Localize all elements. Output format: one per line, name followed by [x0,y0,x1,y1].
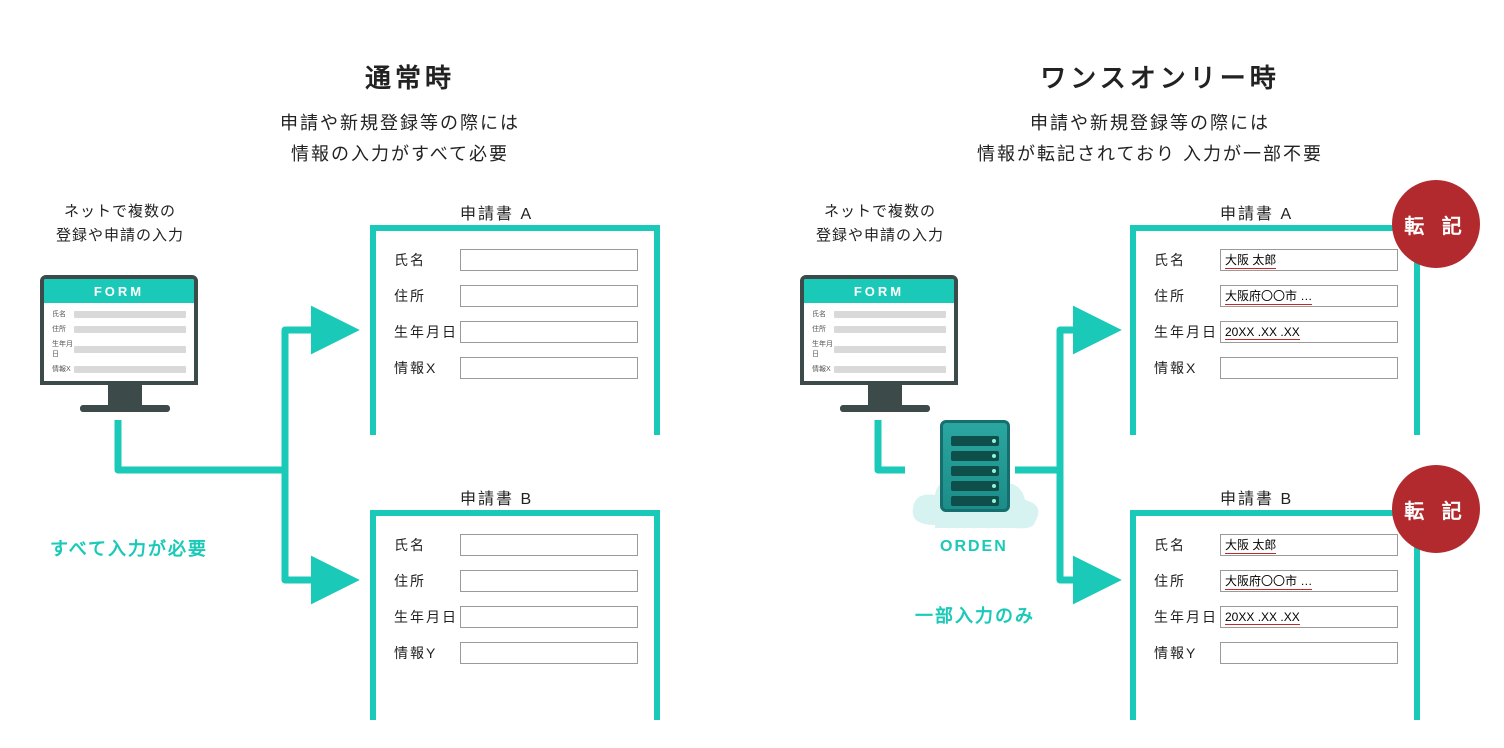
right-docB-title: 申請書 B [1220,485,1293,509]
field-label: 情報X [394,358,460,378]
field-box [460,285,638,307]
left-subtitle-line2: 情報の入力がすべて必要 [291,144,509,164]
field-box: 20XX .XX .XX [1220,606,1398,628]
left-caption: ネットで複数の 登録や申請の入力 [30,200,210,248]
orden-label: ORDEN [940,538,1008,556]
right-docB: 氏名大阪 太郎 住所大阪府〇〇市 … 生年月日20XX .XX .XX 情報Y [1130,510,1420,720]
left-subtitle: 申請や新規登録等の際には 情報の入力がすべて必要 [180,108,620,169]
field-label: 住所 [394,286,460,306]
right-note: 一部入力のみ [915,602,1035,628]
right-docA: 氏名大阪 太郎 住所大阪府〇〇市 … 生年月日20XX .XX .XX 情報X [1130,225,1420,435]
field-box [460,570,638,592]
server-icon [940,420,1010,512]
left-monitor-label: 生年月日 [52,339,74,359]
field-box [460,534,638,556]
field-label: 生年月日 [1154,607,1220,627]
right-subtitle: 申請や新規登録等の際には 情報が転記されており 入力が一部不要 [930,108,1370,169]
field-label: 生年月日 [394,607,460,627]
right-monitor-label: 情報X [812,364,834,374]
field-label: 情報X [1154,358,1220,378]
field-box [1220,642,1398,664]
field-label: 氏名 [1154,250,1220,270]
field-box: 大阪府〇〇市 … [1220,285,1398,307]
left-monitor-header: FORM [44,279,194,303]
left-title: 通常時 [210,58,610,95]
badge-docA: 転 記 [1392,180,1480,268]
field-label: 情報Y [1154,643,1220,663]
left-caption-line1: ネットで複数の [64,203,176,220]
right-title: ワンスオンリー時 [960,58,1360,95]
field-box [1220,357,1398,379]
right-monitor-label: 氏名 [812,309,834,319]
left-monitor-label: 住所 [52,324,74,334]
right-caption: ネットで複数の 登録や申請の入力 [790,200,970,248]
field-label: 住所 [1154,571,1220,591]
field-label: 情報Y [394,643,460,663]
left-monitor-label: 情報X [52,364,74,374]
left-docB-title: 申請書 B [460,485,533,509]
field-box [460,321,638,343]
field-box [460,249,638,271]
field-box: 大阪 太郎 [1220,249,1398,271]
right-monitor-icon: FORM 氏名 住所 生年月日 情報X [800,275,970,412]
right-caption-line2: 登録や申請の入力 [816,227,944,244]
right-monitor-label: 住所 [812,324,834,334]
field-box [460,642,638,664]
field-label: 住所 [394,571,460,591]
left-caption-line2: 登録や申請の入力 [56,227,184,244]
field-label: 氏名 [394,250,460,270]
field-box [460,357,638,379]
field-label: 生年月日 [1154,322,1220,342]
field-box [460,606,638,628]
field-box: 20XX .XX .XX [1220,321,1398,343]
field-label: 住所 [1154,286,1220,306]
right-monitor-header: FORM [804,279,954,303]
field-box: 大阪府〇〇市 … [1220,570,1398,592]
left-subtitle-line1: 申請や新規登録等の際には [280,113,520,133]
left-monitor-label: 氏名 [52,309,74,319]
field-label: 氏名 [394,535,460,555]
field-label: 生年月日 [394,322,460,342]
right-caption-line1: ネットで複数の [824,203,936,220]
left-docA: 氏名 住所 生年月日 情報X [370,225,660,435]
left-docB: 氏名 住所 生年月日 情報Y [370,510,660,720]
left-monitor-icon: FORM 氏名 住所 生年月日 情報X [40,275,210,412]
diagram-root: 通常時 申請や新規登録等の際には 情報の入力がすべて必要 ネットで複数の 登録や… [0,0,1504,748]
badge-docB: 転 記 [1392,465,1480,553]
right-subtitle-line1: 申請や新規登録等の際には [1030,113,1270,133]
right-monitor-label: 生年月日 [812,339,834,359]
field-label: 氏名 [1154,535,1220,555]
field-box: 大阪 太郎 [1220,534,1398,556]
left-note: すべて入力が必要 [50,535,208,561]
left-docA-title: 申請書 A [460,200,533,224]
right-subtitle-line2: 情報が転記されており 入力が一部不要 [977,144,1323,164]
right-docA-title: 申請書 A [1220,200,1293,224]
